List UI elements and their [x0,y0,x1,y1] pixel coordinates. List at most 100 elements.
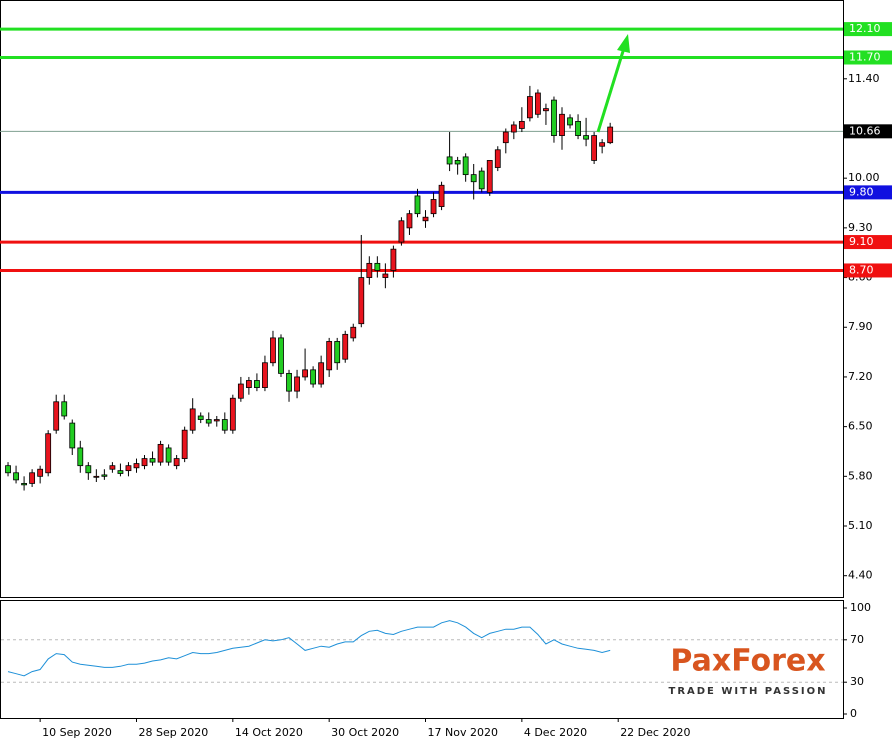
rsi-line [7,620,611,677]
candle-body [205,419,212,424]
level-box [844,22,892,37]
candle-body [518,120,525,129]
candle-body [262,362,268,388]
candle-body [374,262,381,271]
candle-body [37,468,44,477]
level-box [844,124,892,139]
candle-body [141,458,148,467]
candle-body [101,474,108,477]
candle-body [567,117,573,126]
candle-body [61,401,68,417]
candle-body [254,380,260,388]
candle-body [430,199,437,215]
candle-body [125,465,132,472]
candle-body [510,124,517,133]
candle-body [478,170,485,190]
candle-body [543,108,549,112]
y-tick-label: 4.40 [848,569,873,582]
candle-body [69,422,76,449]
level-label: 9.10 [849,235,874,248]
candle-body [438,184,445,207]
candle-body [414,195,421,215]
level-label: 10.66 [849,124,881,137]
main-panel [0,0,844,598]
level-box [844,235,892,250]
candle-body [310,369,317,385]
x-tick-label: 17 Nov 2020 [428,726,498,739]
candle-body [149,458,156,463]
candle-body [237,383,244,399]
candle-body [398,220,405,243]
candle-body [93,475,100,478]
y-tick-label: 7.20 [848,370,873,383]
candle-body [551,99,557,136]
level-label: 11.70 [849,50,881,63]
candle-body [494,149,501,168]
candle-body [559,113,565,136]
x-tick-label: 4 Dec 2020 [524,726,587,739]
candle-body [197,415,204,420]
candle-body [85,465,92,474]
rsi-tick-label: 100 [850,601,871,614]
candle-body [350,326,357,339]
candle-body [607,126,614,144]
arrow-head [617,34,630,53]
candle-body [270,337,276,364]
candle-body [583,135,589,140]
candle-body [286,372,292,392]
candle-body [109,465,116,470]
candle-body [406,213,413,229]
candle-body [446,156,453,165]
y-tick-label: 5.10 [848,519,873,532]
x-tick-label: 14 Oct 2020 [235,726,303,739]
x-tick-label: 22 Dec 2020 [620,726,690,739]
candle-body [591,135,598,161]
candle-body [117,470,124,474]
candle-body [221,419,228,431]
logo-name: PaxForex [670,644,825,679]
candle-body [45,433,52,474]
y-tick-label: 6.50 [848,420,873,433]
level-box [844,50,892,65]
candle-body [5,465,11,474]
candle-body [334,341,341,364]
y-tick-label: 11.40 [848,72,880,85]
candle-body [29,472,36,484]
candle-body [454,160,461,165]
candle-body [502,131,509,144]
candle-body [13,472,19,481]
candle-body [575,120,581,136]
rsi-panel [0,600,844,719]
x-tick-label: 30 Oct 2020 [331,726,399,739]
candle-body [318,362,325,385]
candle-body [462,156,469,176]
level-label: 12.10 [849,22,881,35]
candle-body [173,458,180,467]
candle-body [366,262,373,278]
candle-body [470,174,477,183]
candle-body [382,273,389,278]
level-label: 8.70 [849,263,874,276]
candle-body [229,397,236,431]
y-tick-label: 7.90 [848,320,873,333]
candle-body [294,376,300,392]
candle-body [535,92,541,115]
candle-body [390,248,397,271]
candle-body [213,419,220,422]
logo-tagline: TRADE WITH PASSION [669,686,828,697]
candle-body [53,401,60,431]
candle-body [422,216,429,222]
y-tick-label: 10.00 [848,171,880,184]
x-tick-label: 10 Sep 2020 [42,726,112,739]
x-tick-label: 28 Sep 2020 [138,726,208,739]
candle-body [21,483,27,486]
candle-body [486,160,493,193]
level-box [844,185,892,200]
level-label: 9.80 [849,185,874,198]
target-arrow [596,47,626,133]
rsi-tick-label: 30 [850,675,864,688]
candle-body [342,333,349,360]
candle-body [77,447,84,467]
candle-body [133,463,140,469]
